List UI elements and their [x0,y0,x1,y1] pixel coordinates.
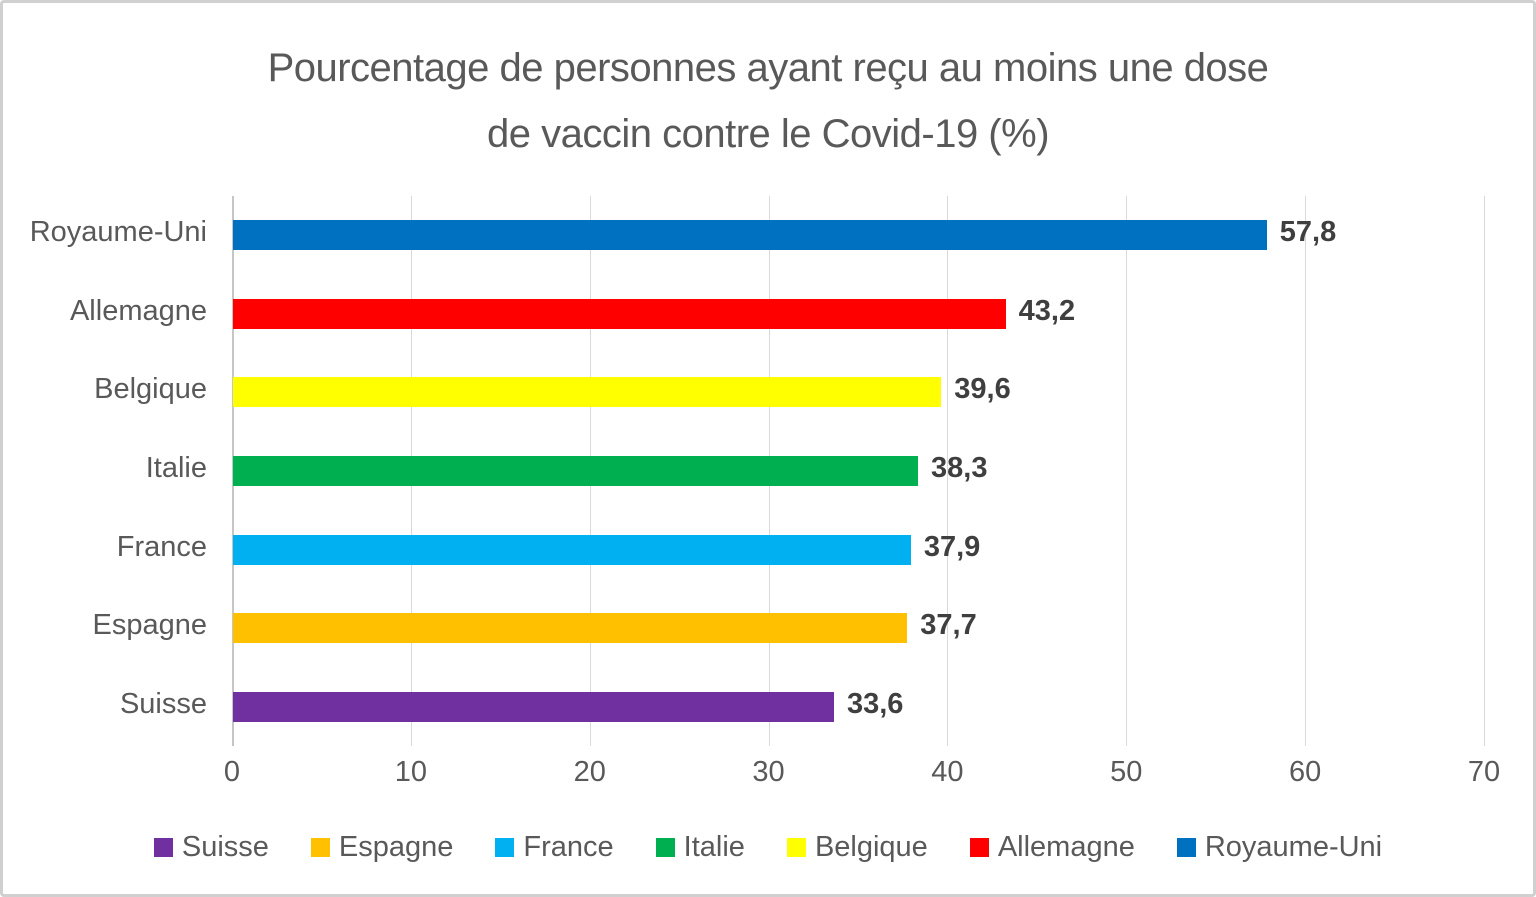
legend-item-allemagne: Allemagne [969,831,1135,864]
bar-allemagne [233,298,1006,329]
value-label-espagne: 37,7 [920,609,977,642]
value-label-belgique: 39,6 [954,373,1011,406]
chart-title: Pourcentage de personnes ayant reçu au m… [3,35,1533,167]
legend-label: Suisse [181,831,269,863]
category-label-royaume-uni: Royaume-Uni [29,216,207,249]
category-label-belgique: Belgique [94,373,207,406]
legend-item-espagne: Espagne [310,831,454,864]
plot-area [232,196,1485,746]
legend-swatch-icon [495,838,515,857]
legend-label: France [523,831,614,863]
x-tick-10: 10 [394,756,427,788]
bar-espagne [233,613,908,644]
legend-swatch-icon [153,838,173,857]
bar-france [233,534,911,565]
legend-label: Italie [683,831,745,863]
value-label-italie: 38,3 [931,452,988,484]
category-label-allemagne: Allemagne [69,294,207,327]
bar-royaume-uni [233,220,1267,251]
value-label-royaume-uni: 57,8 [1279,216,1337,249]
x-tick-50: 50 [1110,756,1143,788]
x-tick-0: 0 [223,756,241,788]
legend-swatch-icon [786,838,806,857]
legend-label: Espagne [338,831,454,863]
gridline-70 [1484,196,1485,746]
bar-italie [233,456,919,486]
value-label-france: 37,9 [923,530,981,563]
gridline-50 [1126,196,1128,746]
x-tick-40: 40 [931,756,964,788]
bar-belgique [233,377,942,408]
x-tick-70: 70 [1467,756,1501,788]
category-label-espagne: Espagne [92,609,208,642]
legend-label: Allemagne [997,831,1135,863]
category-label-suisse: Suisse [119,687,207,720]
x-tick-30: 30 [752,756,785,788]
legend-label: Belgique [814,831,928,863]
chart-title-line-1: Pourcentage de personnes ayant reçu au m… [267,46,1269,90]
gridline-40 [947,196,949,746]
legend: Suisse Espagne France Italie Belgique Allemag… [3,831,1533,864]
legend-swatch-icon [655,838,675,857]
legend-swatch-icon [1176,838,1196,857]
legend-item-royaume-uni: Royaume-Uni [1176,831,1383,864]
legend-item-suisse: Suisse [153,831,269,864]
legend-label: Royaume-Uni [1204,831,1383,863]
legend-item-italie: Italie [655,831,745,864]
value-label-allemagne: 43,2 [1018,294,1076,327]
bar-suisse [233,691,834,722]
gridline-60 [1305,196,1307,746]
x-tick-60: 60 [1289,756,1322,788]
legend-swatch-icon [969,838,989,857]
category-label-france: France [116,530,207,563]
legend-item-france: France [495,831,614,864]
chart-title-line-2: de vaccin contre le Covid-19 (%) [486,112,1050,156]
legend-swatch-icon [310,838,330,857]
value-label-suisse: 33,6 [846,687,904,720]
x-tick-20: 20 [573,756,606,788]
category-label-italie: Italie [145,452,207,484]
legend-item-belgique: Belgique [786,831,928,864]
